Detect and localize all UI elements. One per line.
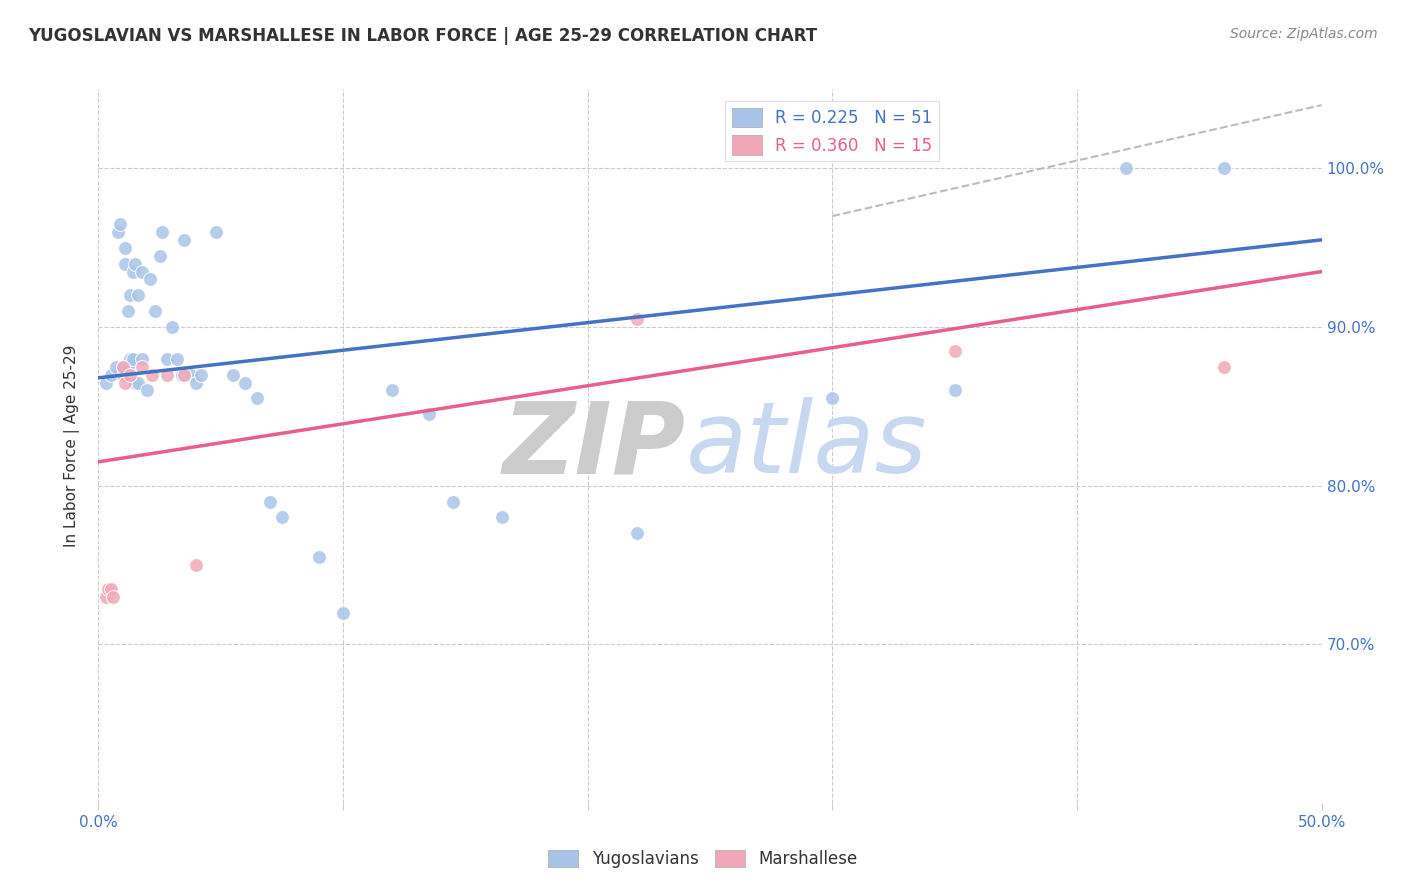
Point xyxy=(418,407,440,421)
Point xyxy=(120,368,142,382)
Y-axis label: In Labor Force | Age 25-29: In Labor Force | Age 25-29 xyxy=(63,345,80,547)
Point xyxy=(117,304,139,318)
Text: ZIP: ZIP xyxy=(502,398,686,494)
Point xyxy=(332,606,354,620)
Point xyxy=(127,288,149,302)
Point xyxy=(121,351,143,366)
Point xyxy=(101,590,124,604)
Point xyxy=(100,582,122,596)
Point xyxy=(626,312,648,326)
Point xyxy=(111,359,134,374)
Point xyxy=(120,351,142,366)
Point xyxy=(97,582,120,596)
Point xyxy=(821,392,844,406)
Point xyxy=(100,368,122,382)
Point xyxy=(107,225,129,239)
Point xyxy=(491,510,513,524)
Point xyxy=(114,241,136,255)
Point xyxy=(943,384,966,398)
Text: YUGOSLAVIAN VS MARSHALLESE IN LABOR FORCE | AGE 25-29 CORRELATION CHART: YUGOSLAVIAN VS MARSHALLESE IN LABOR FORC… xyxy=(28,27,817,45)
Point xyxy=(180,368,202,382)
Point xyxy=(114,376,136,390)
Text: atlas: atlas xyxy=(686,398,927,494)
Point xyxy=(139,272,162,286)
Point xyxy=(173,368,195,382)
Point xyxy=(94,590,117,604)
Point xyxy=(270,510,294,524)
Point xyxy=(124,376,146,390)
Legend: R = 0.225   N = 51, R = 0.360   N = 15: R = 0.225 N = 51, R = 0.360 N = 15 xyxy=(725,101,939,161)
Point xyxy=(127,376,149,390)
Point xyxy=(1212,161,1234,176)
Point xyxy=(143,304,166,318)
Point xyxy=(233,376,256,390)
Point xyxy=(131,351,153,366)
Point xyxy=(222,368,245,382)
Point xyxy=(1115,161,1137,176)
Point xyxy=(166,351,188,366)
Point xyxy=(441,494,464,508)
Legend: Yugoslavians, Marshallese: Yugoslavians, Marshallese xyxy=(541,843,865,875)
Point xyxy=(259,494,281,508)
Point xyxy=(141,368,163,382)
Point xyxy=(1212,359,1234,374)
Point xyxy=(173,233,195,247)
Point xyxy=(186,376,208,390)
Point xyxy=(381,384,404,398)
Point xyxy=(246,392,269,406)
Point xyxy=(170,368,193,382)
Point xyxy=(156,351,179,366)
Point xyxy=(131,359,153,374)
Point xyxy=(111,368,134,382)
Point xyxy=(160,320,183,334)
Point xyxy=(131,264,153,278)
Point xyxy=(110,217,132,231)
Point xyxy=(149,249,172,263)
Point xyxy=(156,368,179,382)
Point xyxy=(150,225,173,239)
Point xyxy=(943,343,966,358)
Point xyxy=(114,257,136,271)
Point xyxy=(186,558,208,572)
Point xyxy=(94,376,117,390)
Point xyxy=(120,288,142,302)
Point xyxy=(626,526,648,541)
Point xyxy=(111,359,134,374)
Point xyxy=(190,368,212,382)
Text: Source: ZipAtlas.com: Source: ZipAtlas.com xyxy=(1230,27,1378,41)
Point xyxy=(117,359,139,374)
Point xyxy=(124,257,146,271)
Point xyxy=(136,384,159,398)
Point xyxy=(121,264,143,278)
Point xyxy=(308,549,330,564)
Point xyxy=(205,225,228,239)
Point xyxy=(104,359,127,374)
